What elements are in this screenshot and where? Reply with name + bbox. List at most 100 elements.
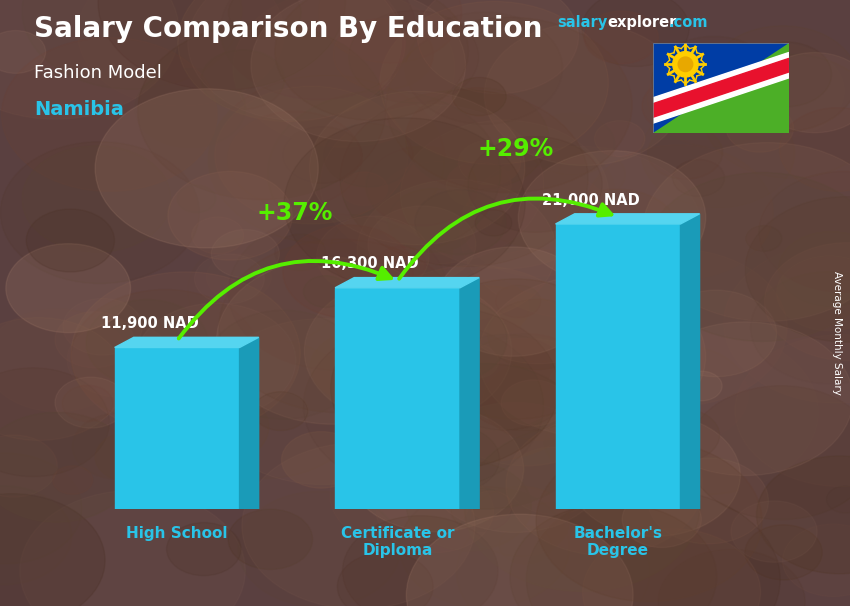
Circle shape bbox=[229, 214, 447, 370]
Text: Namibia: Namibia bbox=[34, 100, 124, 119]
Circle shape bbox=[319, 0, 462, 63]
Circle shape bbox=[207, 310, 360, 419]
Circle shape bbox=[303, 320, 544, 491]
Circle shape bbox=[0, 30, 46, 73]
Circle shape bbox=[2, 38, 217, 191]
Circle shape bbox=[20, 490, 246, 606]
Circle shape bbox=[526, 489, 780, 606]
Circle shape bbox=[22, 146, 171, 252]
Circle shape bbox=[471, 487, 570, 556]
Circle shape bbox=[163, 390, 269, 465]
Circle shape bbox=[569, 414, 740, 536]
Polygon shape bbox=[653, 42, 789, 133]
Circle shape bbox=[417, 0, 579, 94]
Circle shape bbox=[641, 99, 795, 208]
Text: Salary Comparison By Education: Salary Comparison By Education bbox=[34, 15, 542, 43]
Circle shape bbox=[436, 338, 615, 466]
Circle shape bbox=[570, 420, 688, 504]
Circle shape bbox=[464, 424, 700, 591]
Circle shape bbox=[424, 402, 606, 533]
Circle shape bbox=[745, 197, 850, 342]
Circle shape bbox=[406, 514, 633, 606]
Circle shape bbox=[368, 206, 476, 283]
Circle shape bbox=[72, 413, 166, 479]
Circle shape bbox=[658, 550, 805, 606]
Text: +29%: +29% bbox=[477, 138, 553, 161]
Circle shape bbox=[751, 272, 850, 384]
Circle shape bbox=[731, 501, 817, 562]
Circle shape bbox=[458, 249, 619, 364]
Circle shape bbox=[195, 254, 264, 304]
Circle shape bbox=[6, 244, 131, 333]
Circle shape bbox=[63, 298, 142, 355]
Circle shape bbox=[708, 26, 850, 132]
Circle shape bbox=[648, 126, 722, 179]
Circle shape bbox=[275, 234, 326, 270]
Circle shape bbox=[206, 319, 439, 485]
Circle shape bbox=[348, 10, 479, 103]
Circle shape bbox=[208, 75, 445, 244]
Circle shape bbox=[1, 142, 200, 284]
Circle shape bbox=[341, 172, 388, 205]
Circle shape bbox=[71, 290, 259, 424]
Circle shape bbox=[77, 0, 284, 106]
Circle shape bbox=[462, 168, 614, 276]
Circle shape bbox=[584, 11, 658, 64]
Circle shape bbox=[457, 334, 593, 431]
Circle shape bbox=[26, 209, 115, 272]
Circle shape bbox=[352, 337, 473, 424]
Text: 21,000 NAD: 21,000 NAD bbox=[541, 193, 639, 208]
Circle shape bbox=[405, 88, 548, 190]
Circle shape bbox=[502, 380, 566, 426]
Circle shape bbox=[384, 364, 588, 509]
Circle shape bbox=[507, 447, 601, 514]
Circle shape bbox=[586, 330, 819, 494]
Circle shape bbox=[268, 90, 501, 256]
Circle shape bbox=[484, 23, 684, 165]
Circle shape bbox=[642, 79, 717, 133]
Circle shape bbox=[688, 386, 850, 519]
Circle shape bbox=[55, 311, 133, 368]
Circle shape bbox=[518, 151, 706, 284]
Circle shape bbox=[475, 210, 512, 236]
Circle shape bbox=[251, 0, 466, 142]
Circle shape bbox=[358, 265, 592, 433]
Polygon shape bbox=[653, 58, 789, 118]
Circle shape bbox=[324, 123, 413, 187]
Circle shape bbox=[0, 368, 110, 477]
Circle shape bbox=[646, 409, 720, 461]
Circle shape bbox=[400, 120, 609, 268]
Circle shape bbox=[135, 304, 296, 418]
Circle shape bbox=[726, 104, 794, 152]
Circle shape bbox=[333, 19, 434, 90]
Circle shape bbox=[377, 247, 426, 281]
Circle shape bbox=[759, 171, 850, 292]
Polygon shape bbox=[681, 214, 700, 509]
Circle shape bbox=[643, 173, 850, 341]
Polygon shape bbox=[556, 214, 700, 224]
Text: Average Monthly Salary: Average Monthly Salary bbox=[832, 271, 842, 395]
Circle shape bbox=[388, 188, 477, 252]
Circle shape bbox=[437, 247, 590, 356]
Circle shape bbox=[283, 127, 362, 183]
Circle shape bbox=[545, 411, 632, 474]
Circle shape bbox=[547, 353, 647, 424]
Circle shape bbox=[340, 90, 588, 267]
Circle shape bbox=[168, 171, 292, 260]
Circle shape bbox=[567, 249, 787, 406]
Circle shape bbox=[553, 189, 680, 279]
Circle shape bbox=[320, 105, 544, 264]
Circle shape bbox=[740, 42, 831, 107]
Circle shape bbox=[217, 258, 450, 424]
Text: Fashion Model: Fashion Model bbox=[34, 64, 162, 82]
Circle shape bbox=[242, 443, 475, 606]
Circle shape bbox=[188, 0, 405, 120]
Circle shape bbox=[98, 0, 345, 90]
Circle shape bbox=[826, 486, 850, 513]
Circle shape bbox=[253, 391, 308, 430]
Circle shape bbox=[207, 254, 271, 301]
Circle shape bbox=[347, 406, 524, 531]
Circle shape bbox=[655, 290, 777, 377]
Circle shape bbox=[617, 449, 668, 485]
Bar bbox=[115, 347, 240, 509]
